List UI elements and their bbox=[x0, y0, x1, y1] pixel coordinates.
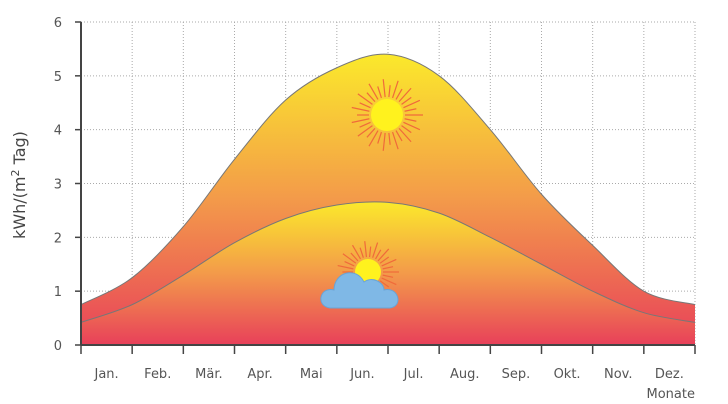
x-tick-label: Jun. bbox=[349, 367, 374, 382]
sun-ray bbox=[351, 244, 362, 260]
sun-ray bbox=[368, 246, 372, 258]
sun-ray bbox=[395, 88, 403, 100]
sun-ray bbox=[359, 247, 364, 258]
sun-ray bbox=[377, 86, 383, 99]
y-tick-label: 1 bbox=[54, 285, 62, 300]
y-axis-label: kWh/(m2 Tag) bbox=[9, 131, 29, 239]
x-tick-label: Sep. bbox=[502, 367, 531, 382]
x-tick-label: Aug. bbox=[450, 367, 480, 382]
x-tick-label: Jul. bbox=[403, 367, 424, 382]
line-clear-sky bbox=[80, 53, 696, 306]
sun-ray bbox=[368, 130, 379, 147]
sun-ray bbox=[391, 80, 399, 99]
sun-ray bbox=[374, 249, 382, 260]
sun-ray bbox=[351, 118, 370, 124]
sun-ray bbox=[379, 280, 390, 288]
sun-ray bbox=[357, 93, 373, 105]
sun-ray bbox=[382, 132, 386, 151]
cloud-shape bbox=[320, 272, 399, 309]
line-cloudy bbox=[80, 201, 696, 323]
y-tick-label: 4 bbox=[54, 124, 62, 139]
sun-ray bbox=[382, 79, 386, 98]
sun-ray bbox=[382, 266, 394, 270]
axes bbox=[75, 21, 696, 354]
x-tick-label: Nov. bbox=[604, 367, 633, 382]
x-axis-label: Monate bbox=[647, 387, 695, 402]
sun-ray bbox=[381, 258, 397, 267]
sun-ray bbox=[377, 248, 390, 262]
sun-ray bbox=[359, 121, 371, 128]
sun-ray bbox=[388, 132, 391, 145]
sun-ray bbox=[372, 242, 379, 258]
sun-ray bbox=[342, 253, 357, 264]
sun-cloud-icon bbox=[320, 241, 399, 309]
sun-ray bbox=[344, 261, 355, 267]
x-tick-label: Jan. bbox=[93, 367, 118, 382]
sun-ray bbox=[404, 108, 417, 112]
y-tick-label: 6 bbox=[54, 16, 62, 31]
sun-ray bbox=[404, 118, 417, 122]
sun-ray bbox=[401, 125, 412, 134]
sun-ray bbox=[398, 87, 412, 103]
x-tick-label: Dez. bbox=[655, 367, 684, 382]
y-tick-label: 5 bbox=[54, 70, 62, 85]
sun-ray bbox=[364, 241, 368, 258]
y-tick-label: 2 bbox=[54, 231, 62, 246]
sun-ray bbox=[403, 121, 421, 131]
tick-labels: 0 1 2 3 4 5 6 Jan. Feb. Mär. Apr. Mai Jun. Jul. Aug. Se… bbox=[54, 16, 684, 382]
areas bbox=[80, 53, 696, 345]
area-cloudy bbox=[81, 201, 695, 345]
x-tick-label: Okt. bbox=[554, 367, 581, 382]
y-tick-label: 3 bbox=[54, 178, 62, 193]
sun-disc bbox=[371, 99, 403, 131]
sun-ray bbox=[388, 85, 391, 98]
sun-ray bbox=[366, 92, 376, 103]
sun-ray bbox=[398, 127, 412, 143]
sun-ray bbox=[351, 106, 370, 112]
x-tick-label: Feb. bbox=[144, 367, 171, 382]
sun-ray bbox=[357, 125, 373, 137]
sun-ray bbox=[350, 252, 359, 262]
sun-ray bbox=[395, 130, 403, 142]
sun-ray bbox=[403, 99, 421, 109]
sun-ray bbox=[401, 96, 412, 105]
sun-ray bbox=[382, 274, 394, 278]
sun-ray bbox=[337, 264, 354, 270]
sun-ray bbox=[368, 83, 379, 100]
sun-ray bbox=[379, 256, 390, 264]
sun-ray bbox=[381, 277, 397, 286]
sun-ray bbox=[377, 131, 383, 144]
sun-ray bbox=[391, 131, 399, 150]
x-tick-label: Apr. bbox=[247, 367, 272, 382]
y-tick-label: 0 bbox=[54, 339, 62, 354]
sun-icon bbox=[351, 79, 423, 151]
sun-ray bbox=[366, 127, 376, 138]
sun-ray bbox=[359, 102, 371, 109]
x-tick-label: Mai bbox=[300, 367, 323, 382]
x-tick-label: Mär. bbox=[195, 367, 222, 382]
